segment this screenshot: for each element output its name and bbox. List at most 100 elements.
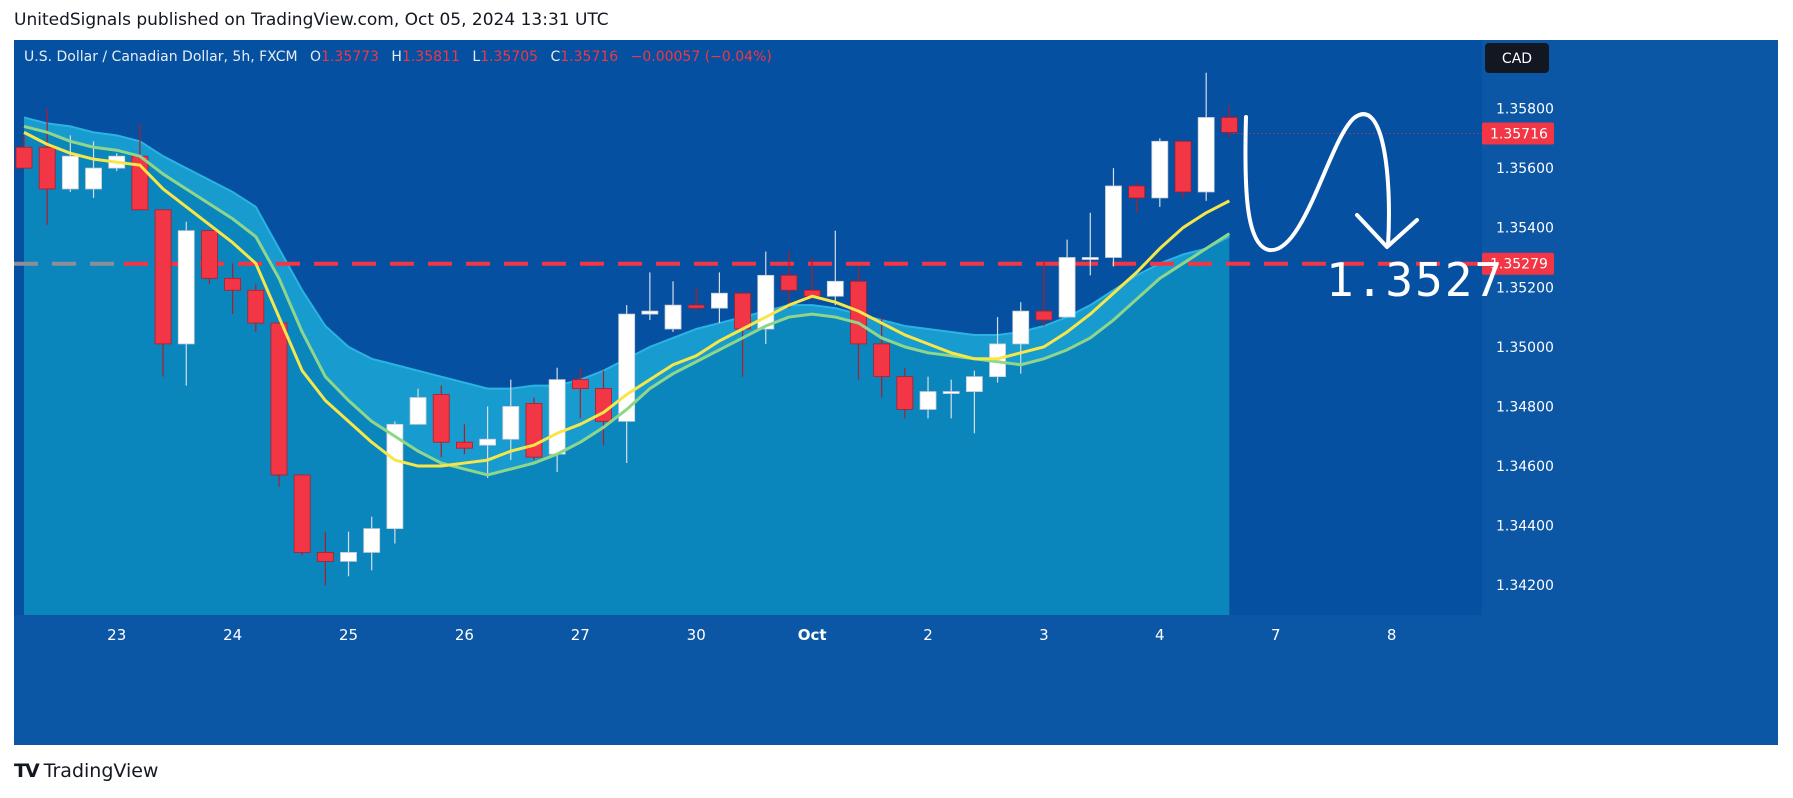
price-tick-label: 1.35000 (1496, 340, 1554, 356)
candle (340, 531, 357, 577)
candle-bear-body (780, 274, 798, 291)
time-tick-label: 27 (571, 626, 590, 644)
price-axis[interactable]: 1.35800 1.35600 1.35400 1.35200 1.35000 1.348… (1482, 102, 1554, 595)
level-price-tag: 1.35279 (1482, 252, 1554, 275)
candle-bear-body (571, 379, 589, 389)
candle-bear-body (525, 403, 543, 458)
candle (1081, 212, 1099, 276)
candle-bull-body (919, 391, 937, 410)
last-price-tag-bg (1482, 122, 1554, 145)
candle (896, 367, 914, 419)
time-tick-label: 7 (1271, 626, 1281, 644)
candle-bull-body (61, 155, 79, 190)
open-value: 1.35773 (321, 49, 379, 65)
high-value: 1.35811 (402, 49, 460, 65)
candle (38, 108, 56, 225)
candle (687, 287, 705, 312)
currency-badge[interactable]: CAD (1485, 43, 1549, 73)
candle (525, 397, 543, 461)
ema-slow-line (23, 124, 1231, 477)
candle-bull-body (479, 438, 497, 446)
low-value: 1.35705 (480, 49, 538, 65)
publisher-header: UnitedSignals published on TradingView.c… (14, 10, 609, 30)
candle-bear-body (270, 322, 288, 476)
candle (1128, 183, 1146, 213)
candle-bull-body (548, 379, 566, 455)
candle-bull-body (386, 423, 404, 530)
candle-bull-body (502, 406, 520, 440)
price-tick-label: 1.34800 (1496, 399, 1554, 415)
time-tick-label: 3 (1039, 626, 1049, 644)
time-tick-label: Oct (798, 626, 827, 644)
candle (154, 209, 172, 377)
candle (1220, 105, 1238, 139)
candle (1151, 138, 1169, 207)
price-chart[interactable]: 1.35800 1.35600 1.35400 1.35200 1.35000 1.348… (14, 40, 1778, 745)
tradingview-logo-icon: TV (14, 760, 40, 782)
price-tick-label: 1.35400 (1496, 221, 1554, 237)
candle-bull-body (363, 528, 381, 553)
candle-bull-body (1197, 117, 1215, 193)
candle-bear-body (734, 292, 751, 330)
candle (270, 322, 288, 487)
candle (247, 284, 265, 332)
candle-bull-body (942, 391, 960, 394)
candle (965, 370, 983, 434)
candle (942, 379, 960, 419)
candle-bear-body (873, 343, 891, 378)
level-price-tag-bg (1482, 252, 1554, 275)
candle-bull-body (177, 230, 195, 345)
last-price-tag-label: 1.35716 (1490, 127, 1548, 143)
candle (1174, 140, 1192, 198)
candle-bear-body (896, 376, 914, 410)
candle-bull-body (641, 310, 659, 315)
high-label: H (391, 49, 402, 65)
low-label: L (472, 49, 480, 65)
candle (177, 221, 195, 386)
candle-bull-body (826, 280, 844, 297)
candle-bull-body (340, 552, 357, 562)
price-tick-label: 1.34400 (1496, 519, 1554, 535)
candle-bear-body (1220, 117, 1238, 133)
candle (873, 317, 891, 398)
candle (1197, 72, 1215, 201)
candle (316, 531, 334, 586)
candle (1012, 302, 1030, 374)
candle-bull-body (664, 304, 682, 330)
candle (1058, 239, 1076, 318)
target-price-label: 1.3527 (1326, 253, 1504, 307)
candle (618, 305, 636, 464)
forecast-curve (1243, 112, 1391, 253)
time-tick-label: 25 (339, 626, 358, 644)
candle (1035, 260, 1053, 327)
candle (780, 251, 798, 309)
open-label: O (310, 49, 321, 65)
currency-badge-label: CAD (1502, 51, 1532, 67)
candle-bear-body (224, 277, 242, 291)
candle-bull-body (618, 313, 636, 422)
time-axis[interactable]: 23 24 25 26 27 30 Oct 2 3 4 7 8 (107, 626, 1396, 644)
candle (479, 406, 497, 478)
level-price-tag-label: 1.35279 (1490, 257, 1548, 273)
candle-bear-body (1174, 140, 1192, 193)
time-tick-label: 8 (1387, 626, 1397, 644)
candle (919, 376, 937, 419)
candle-bull-body (1081, 257, 1099, 260)
candle (502, 379, 520, 461)
candle-bear-body (15, 146, 33, 169)
candle (293, 474, 311, 556)
candle-bull-body (409, 397, 427, 425)
chart-svg[interactable]: 1.35800 1.35600 1.35400 1.35200 1.35000 1.348… (14, 40, 1778, 745)
candle (432, 385, 450, 458)
candle (641, 272, 659, 321)
price-tick-label: 1.35800 (1496, 102, 1554, 118)
time-tick-label: 2 (923, 626, 933, 644)
tradingview-footer[interactable]: TV TradingView (14, 760, 158, 782)
candle (201, 230, 218, 285)
candle-bull-body (1105, 185, 1122, 258)
candle-bear-body (456, 441, 473, 449)
price-tick-label: 1.35200 (1496, 280, 1554, 296)
candle-bear-body (38, 146, 56, 190)
candle (61, 135, 79, 192)
symbol-name: U.S. Dollar / Canadian Dollar, 5h, FXCM (24, 49, 298, 65)
